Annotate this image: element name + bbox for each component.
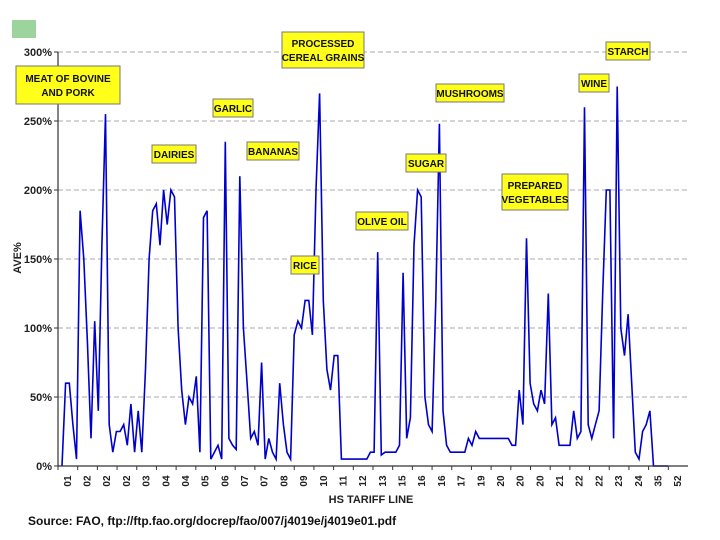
annotation-box xyxy=(151,144,197,164)
annotation-box xyxy=(212,98,254,118)
annotation-label: STARCH xyxy=(605,41,651,61)
annotation-text: CEREAL GRAINS xyxy=(282,53,365,64)
annotation-text: MUSHROOMS xyxy=(436,89,504,100)
annotation-label: DAIRIES xyxy=(151,144,197,164)
x-tick-label: 04 xyxy=(161,475,172,487)
annotation-label: BANANAS xyxy=(246,141,300,161)
annotation-text: PREPARED xyxy=(508,181,563,192)
x-tick-label: 01 xyxy=(63,475,74,487)
x-tick-label: 24 xyxy=(634,475,645,487)
annotation-text: STARCH xyxy=(608,47,649,58)
annotation-label: OLIVE OIL xyxy=(355,211,409,231)
x-tick-label: 05 xyxy=(201,475,212,487)
annotation-box xyxy=(501,173,569,211)
annotation-text: SUGAR xyxy=(408,159,445,170)
x-tick-label: 03 xyxy=(142,475,153,487)
annotation-label: PROCESSED CEREAL GRAINS xyxy=(281,31,365,69)
x-tick-label: 22 xyxy=(594,475,605,487)
annotation-box xyxy=(405,153,447,173)
y-tick-label: 300% xyxy=(24,47,52,59)
y-tick-label: 50% xyxy=(30,392,52,404)
annotation-text: WINE xyxy=(581,79,607,90)
x-tick-label: 20 xyxy=(535,475,546,487)
annotation-box xyxy=(578,73,610,93)
x-tick-label: 35 xyxy=(653,475,664,487)
annotation-label: WINE xyxy=(578,73,610,93)
x-tick-label: 09 xyxy=(299,475,310,487)
annotation-box xyxy=(355,211,409,231)
y-tick-label: 100% xyxy=(24,323,52,335)
x-tick-label: 19 xyxy=(476,475,487,487)
x-tick-label: 04 xyxy=(181,475,192,487)
y-axis-ticks: 0% 50% 100% 150% 200% 250% 300% xyxy=(24,47,58,473)
x-tick-label: 20 xyxy=(496,475,507,487)
slide-accent-square xyxy=(12,20,36,38)
y-tick-label: 150% xyxy=(24,254,52,266)
x-tick-label: 13 xyxy=(378,475,389,487)
x-axis-label: HS TARIFF LINE xyxy=(329,494,414,506)
x-tick-label: 17 xyxy=(457,475,468,487)
annotation-box xyxy=(435,83,505,103)
annotation-box xyxy=(246,141,300,161)
annotation-text: BANANAS xyxy=(248,147,298,158)
y-axis-label: AVE% xyxy=(12,242,24,274)
annotation-box xyxy=(290,255,320,275)
annotation-label: MUSHROOMS xyxy=(435,83,505,103)
annotation-text: PROCESSED xyxy=(292,39,355,50)
x-tick-label: 02 xyxy=(83,475,94,487)
annotation-text: DAIRIES xyxy=(154,150,195,161)
x-tick-label: 07 xyxy=(240,475,251,487)
y-tick-label: 250% xyxy=(24,116,52,128)
x-tick-label: 12 xyxy=(358,475,369,487)
x-tick-label: 16 xyxy=(417,475,428,487)
x-tick-label: 22 xyxy=(575,475,586,487)
annotation-text: GARLIC xyxy=(214,104,252,115)
x-tick-label: 06 xyxy=(220,475,231,487)
x-tick-label: 10 xyxy=(319,475,330,487)
annotation-box xyxy=(15,65,121,105)
annotation-label: SUGAR xyxy=(405,153,447,173)
annotation-label: GARLIC xyxy=(212,98,254,118)
axes xyxy=(57,52,688,467)
annotation-text: RICE xyxy=(293,261,317,272)
annotation-text: AND PORK xyxy=(41,88,95,99)
annotation-text: MEAT OF BOVINE xyxy=(25,74,111,85)
annotation-label: MEAT OF BOVINE AND PORK xyxy=(15,65,121,105)
x-tick-label: 15 xyxy=(398,475,409,487)
annotation-box xyxy=(281,31,365,69)
source-citation: Source: FAO, ftp://ftp.fao.org/docrep/fa… xyxy=(28,514,397,528)
annotation-text: OLIVE OIL xyxy=(357,217,406,228)
x-tick-label: 08 xyxy=(279,475,290,487)
x-tick-label: 16 xyxy=(437,475,448,487)
x-tick-label: 07 xyxy=(260,475,271,487)
x-tick-label: 11 xyxy=(338,475,349,486)
x-tick-label: 21 xyxy=(555,475,566,487)
product-annotations: MEAT OF BOVINE AND PORK GARLIC PROCESSED CER… xyxy=(15,31,651,275)
x-tick-label: 02 xyxy=(102,475,113,487)
y-tick-label: 200% xyxy=(24,185,52,197)
x-axis-ticks: 01 02 02 02 03 04 04 05 06 07 07 08 09 10 11 12 13 15 16 16… xyxy=(57,466,684,487)
annotation-text: VEGETABLES xyxy=(501,195,568,206)
annotation-box xyxy=(605,41,651,61)
x-tick-label: 23 xyxy=(614,475,625,487)
annotation-label: RICE xyxy=(290,255,320,275)
ave-series-line xyxy=(61,86,668,467)
x-tick-label: 52 xyxy=(673,475,684,487)
x-tick-label: 20 xyxy=(516,475,527,487)
x-tick-label: 02 xyxy=(122,475,133,487)
y-tick-label: 0% xyxy=(36,461,52,473)
annotation-label: PREPARED VEGETABLES xyxy=(501,173,569,211)
